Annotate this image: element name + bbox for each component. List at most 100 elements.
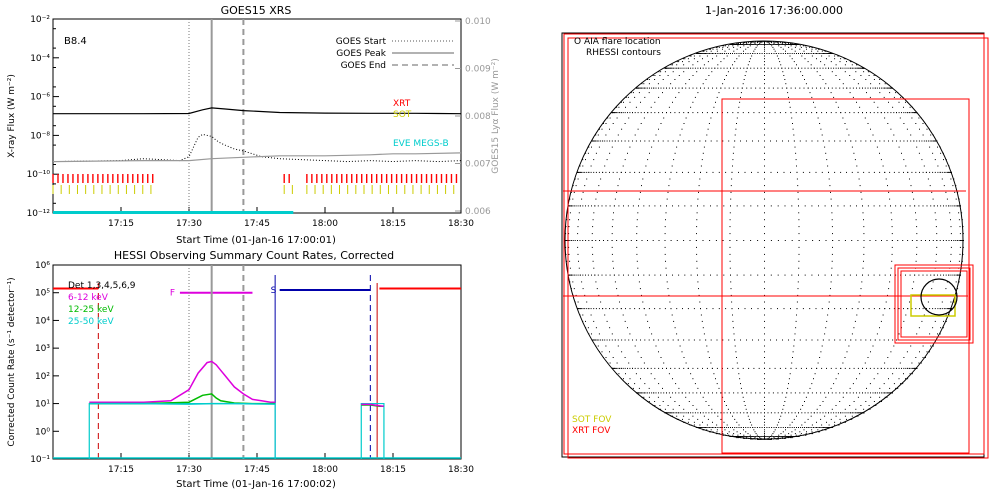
- grid-dot: [869, 367, 871, 369]
- grid-dot: [865, 79, 867, 80]
- grid-dot: [742, 112, 744, 114]
- grid-dot: [958, 212, 960, 214]
- grid-dot: [911, 288, 913, 290]
- hessi-panel: HESSI Observing Summary Count Rates, Cor…: [7, 249, 474, 490]
- grid-dot: [724, 79, 725, 80]
- grid-dot: [569, 205, 571, 207]
- grid-dot: [657, 140, 659, 142]
- grid-dot: [756, 434, 758, 436]
- grid-dot: [622, 314, 624, 316]
- grid-dot: [820, 418, 822, 420]
- grid-dot: [825, 152, 827, 154]
- grid-dot: [804, 45, 806, 47]
- grid-dot: [868, 308, 870, 310]
- grid-dot: [706, 50, 708, 52]
- grid-dot: [861, 198, 863, 200]
- grid-dot: [857, 412, 859, 414]
- grid-dot: [627, 274, 629, 276]
- grid-dot: [948, 308, 950, 310]
- grid-dot: [918, 117, 920, 119]
- grid-dot: [637, 112, 639, 114]
- grid-dot: [768, 437, 770, 439]
- grid-dot: [879, 83, 881, 85]
- grid-dot: [609, 140, 611, 142]
- grid-dot: [764, 387, 765, 389]
- grid-dot: [590, 165, 592, 167]
- grid-dot: [900, 96, 902, 98]
- grid-dot: [625, 373, 626, 375]
- grid-dot: [641, 392, 642, 394]
- grid-dot: [637, 367, 639, 369]
- grid-dot: [715, 240, 717, 241]
- grid-dot: [666, 367, 667, 369]
- grid-dot: [596, 191, 598, 193]
- grid-dot: [957, 274, 958, 276]
- grid-dot: [772, 392, 774, 394]
- grid-dot: [770, 205, 772, 207]
- grid-dot: [642, 87, 644, 89]
- grid-dot: [690, 205, 692, 207]
- grid-dot: [905, 101, 906, 103]
- grid-dot: [749, 434, 751, 436]
- grid-dot: [757, 240, 759, 241]
- grid-dot: [604, 165, 606, 167]
- grid-dot: [869, 383, 871, 385]
- grid-dot: [770, 67, 772, 69]
- hessi-y-tick-label: 10⁴: [35, 316, 50, 326]
- grid-dot: [888, 378, 889, 380]
- grid-dot: [797, 185, 799, 187]
- grid-dot: [688, 401, 690, 402]
- grid-dot: [740, 436, 742, 437]
- grid-dot: [744, 44, 746, 45]
- grid-dot: [844, 112, 846, 114]
- grid-dot: [659, 405, 661, 406]
- grid-dot: [752, 339, 753, 341]
- map-title: 1-Jan-2016 17:36:00.000: [705, 4, 843, 17]
- grid-dot: [737, 45, 739, 47]
- goes-x-tick-label: 17:30: [176, 219, 202, 229]
- goes-legend: GOES Start GOES Peak GOES End: [336, 37, 454, 71]
- grid-dot: [890, 274, 891, 276]
- grid-dot: [735, 351, 737, 353]
- grid-dot: [688, 339, 690, 341]
- grid-dot: [759, 53, 761, 54]
- grid-dot: [690, 106, 692, 108]
- grid-dot: [901, 112, 902, 114]
- grid-dot: [743, 412, 745, 414]
- grid-dot: [637, 267, 639, 269]
- grid-dot: [907, 112, 909, 114]
- grid-dot: [948, 240, 950, 241]
- grid-dot: [634, 171, 636, 173]
- grid-dot: [585, 240, 587, 241]
- grid-dot: [867, 357, 869, 358]
- grid-dot: [861, 281, 863, 283]
- grid-dot: [831, 219, 833, 221]
- grid-dot: [616, 112, 618, 114]
- grid-dot: [644, 339, 646, 341]
- grid-dot: [645, 392, 647, 394]
- grid-dot: [791, 436, 793, 437]
- grid-dot: [710, 53, 712, 54]
- grid-dot: [882, 392, 884, 394]
- grid-dot: [762, 41, 764, 43]
- grid-dot: [712, 58, 713, 60]
- grid-dot: [916, 253, 918, 255]
- grid-dot: [736, 421, 738, 423]
- grid-dot: [764, 71, 765, 73]
- grid-dot: [907, 240, 909, 241]
- grid-dot: [639, 392, 641, 394]
- grid-dot: [925, 357, 926, 358]
- grid-dot: [786, 87, 788, 89]
- grid-dot: [885, 178, 887, 180]
- grid-dot: [747, 427, 749, 428]
- grid-dot: [666, 412, 668, 414]
- grid-dot: [902, 383, 904, 385]
- grid-dot: [616, 362, 618, 364]
- grid-dot: [909, 178, 910, 180]
- grid-dot: [891, 392, 893, 394]
- grid-dot: [790, 367, 792, 369]
- grid-dot: [867, 123, 869, 124]
- grid-dot: [819, 123, 821, 124]
- grid-dot: [785, 50, 786, 52]
- grid-dot: [821, 171, 823, 173]
